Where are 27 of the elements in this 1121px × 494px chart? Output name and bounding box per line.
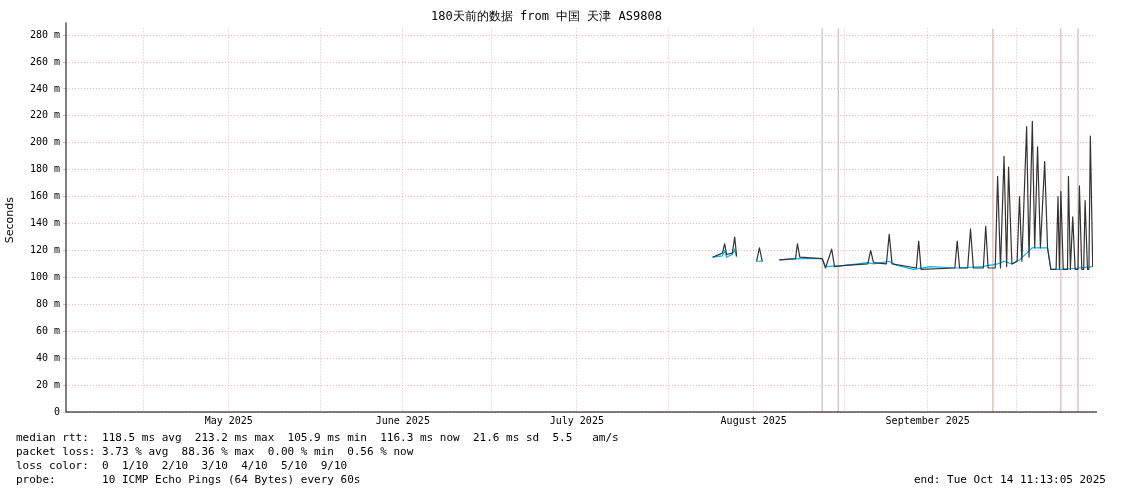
y-tick-label: 0 (53, 405, 60, 417)
x-tick-label: June 2025 (375, 414, 430, 426)
y-axis-title: Seconds (3, 196, 17, 244)
x-tick-label: May 2025 (204, 414, 253, 426)
y-tick-label: 20 m (35, 378, 60, 390)
y-tick-label: 120 m (29, 244, 60, 256)
y-tick-label: 160 m (29, 190, 60, 202)
x-tick-label: August 2025 (720, 414, 787, 426)
text: packet loss: 3.73 % avg 88.36 % max 0.00 % min 0.56 % now (16, 445, 415, 459)
y-tick-label: 180 m (29, 163, 60, 175)
y-tick-label: 40 m (35, 351, 60, 363)
text: probe: 10 ICMP Echo Pings (64 Bytes) every 60s (16, 473, 361, 486)
x-tick-label: September 2025 (885, 414, 970, 426)
x-tick-label: July 2025 (549, 414, 604, 426)
y-tick-label: 140 m (29, 217, 60, 229)
y-tick-label: 60 m (35, 324, 60, 336)
text: end: Tue Oct 14 11:13:05 2025 (913, 473, 1106, 487)
text: median rtt: 118.5 ms avg 213.2 ms max 105.9 ms min 116.3 ms now 21.6 ms sd 5.5 am/s (16, 431, 620, 445)
y-tick-label: 100 m (29, 271, 60, 282)
y-tick-label: 240 m (29, 82, 60, 94)
y-tick-label: 280 m (29, 28, 60, 40)
y-tick-label: 260 m (29, 55, 60, 67)
y-tick-label: 80 m (35, 297, 60, 309)
y-tick-label: 220 m (29, 109, 60, 121)
y-tick-label: 200 m (29, 136, 60, 148)
text: loss color: 0 1/10 2/10 3/10 4/10 5/10 9/10 (16, 459, 349, 473)
chart-title: 180天前的数据 from 中国 天津 AS9808 (431, 9, 662, 24)
